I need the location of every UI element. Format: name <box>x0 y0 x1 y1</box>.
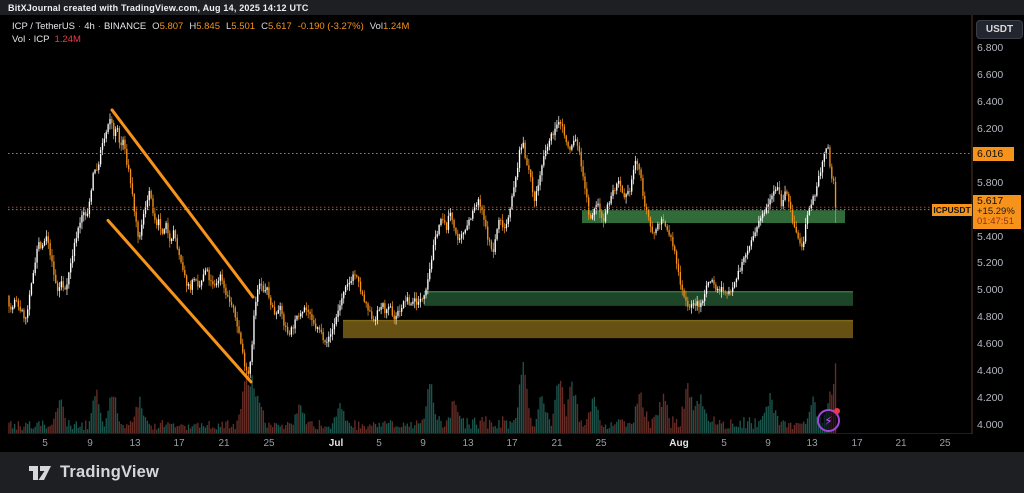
time-tick-label: 5 <box>376 438 382 449</box>
price-axis[interactable]: 6.800 6.600 6.400 6.200 5.800 5.400 5.200 5.000… <box>973 15 1024 452</box>
price-tick-label: 4.200 <box>977 392 1004 405</box>
pnl-percent: +15.29% <box>977 206 1015 218</box>
zones-layer[interactable] <box>343 210 853 339</box>
time-tick-label: 9 <box>87 438 93 449</box>
notification-dot <box>834 408 840 414</box>
time-tick-label: 21 <box>895 438 907 449</box>
close-label: C <box>261 21 268 32</box>
volume-layer <box>8 362 837 433</box>
separators-layer <box>8 15 973 452</box>
symbol-name: ICP / TetherUS <box>12 21 76 32</box>
time-tick-label: 17 <box>851 438 863 449</box>
tradingview-logo[interactable]: TradingView <box>28 463 159 483</box>
footer-band: TradingView <box>0 452 1024 493</box>
lightning-icon: ⚡ <box>817 409 840 432</box>
price-tick-label: 4.000 <box>977 419 1004 431</box>
currency-toggle-button[interactable]: USDT <box>976 20 1023 39</box>
support-zone-green <box>424 291 853 306</box>
close-value: 5.617 <box>267 21 292 32</box>
time-tick-label: 25 <box>939 438 951 449</box>
change-value: -0.190 (-3.27%) <box>297 21 364 32</box>
volume-label: Vol <box>369 21 383 32</box>
legend-separator: · <box>97 21 101 32</box>
time-tick-label: 9 <box>420 438 426 449</box>
open-value: 5.807 <box>159 21 184 32</box>
time-tick-label: 13 <box>129 438 141 449</box>
price-tick-label: 4.800 <box>977 311 1004 324</box>
flip-zone-green <box>582 210 845 224</box>
bar-countdown: 01:47:51 <box>977 216 1014 228</box>
price-tick-label: 6.200 <box>977 122 1004 135</box>
exchange-label: BINANCE <box>103 21 147 32</box>
time-tick-label: 13 <box>806 438 818 449</box>
high-label: H <box>189 21 197 32</box>
time-tick-label: 5 <box>42 438 48 449</box>
legend-row-volume-study: Vol · ICP 1.24M <box>12 34 409 47</box>
time-tick-label: 21 <box>218 438 230 449</box>
time-axis[interactable]: 5 9 13 17 21 25 Jul 5 9 13 17 21 25 Aug 5 9 13 17 21 25 <box>0 434 973 452</box>
time-tick-label: 9 <box>765 438 771 449</box>
channel-drawing-layer[interactable] <box>106 108 255 384</box>
volume-study-value: 1.24M <box>54 34 81 45</box>
time-tick-label: Aug <box>669 438 689 449</box>
alert-price-label: 6.016 <box>973 146 1014 161</box>
price-tick-label: 6.800 <box>977 42 1004 54</box>
price-tick-label: 4.400 <box>977 365 1004 378</box>
support-zone-brown <box>343 320 853 339</box>
last-price-value: 5.617 <box>977 195 1004 208</box>
chart-legend: ICP / TetherUS · 4h · BINANCE O 5.807 H … <box>12 21 409 47</box>
tradingview-brand-text: TradingView <box>60 463 160 481</box>
low-label: L <box>226 21 232 32</box>
timeframe-label: 4h <box>84 21 95 32</box>
time-tick-label: 17 <box>173 438 185 449</box>
price-tick-label: 5.200 <box>977 257 1004 270</box>
price-tick-label: 5.800 <box>977 176 1004 189</box>
time-tick-label: 21 <box>551 438 563 449</box>
price-tick-label: 6.600 <box>977 68 1004 81</box>
icpusdt-line-tag: ICPUSDT <box>932 203 972 216</box>
time-tick-label: 25 <box>263 438 275 449</box>
price-tick-label: 5.400 <box>977 230 1004 243</box>
tradingview-logo-mark <box>29 465 51 480</box>
time-tick-label: Jul <box>328 438 344 449</box>
candles-layer <box>8 113 837 379</box>
legend-row-main: ICP / TetherUS · 4h · BINANCE O 5.807 H … <box>12 21 409 34</box>
volume-study-label: Vol · ICP <box>12 34 50 45</box>
legend-separator: · <box>78 21 82 32</box>
time-tick-label: 17 <box>506 438 518 449</box>
high-value: 5.845 <box>196 21 220 32</box>
time-tick-label: 25 <box>595 438 607 449</box>
time-tick-label: 5 <box>721 438 727 449</box>
price-tick-label: 4.600 <box>977 338 1004 351</box>
price-tick-label: 6.400 <box>977 95 1004 108</box>
time-tick-label: 13 <box>462 438 474 449</box>
attribution-text: BitXJournal created with TradingView.com… <box>8 2 309 13</box>
low-value: 5.501 <box>231 21 256 32</box>
quick-trade-lightning-icon[interactable]: ⚡ <box>817 408 840 432</box>
price-tick-label: 5.000 <box>977 284 1004 297</box>
volume-value: 1.24M <box>382 21 410 32</box>
dotted-lines-layer <box>8 153 972 211</box>
attribution-bar: BitXJournal created with TradingView.com… <box>0 0 1024 15</box>
last-price-label: 5.617 +15.29% 01:47:51 <box>973 195 1021 230</box>
open-label: O <box>152 21 160 32</box>
